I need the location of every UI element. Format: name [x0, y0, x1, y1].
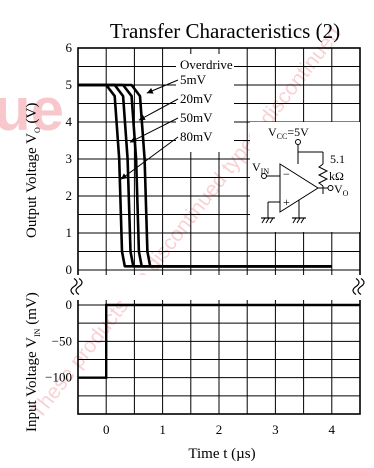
legend-label-50mV: 50mV — [180, 110, 213, 125]
resistor-value: 5.1 — [330, 152, 345, 166]
legend-title: Overdrive — [180, 57, 233, 72]
legend-label-5mV: 5mV — [180, 72, 207, 87]
comparator-minus: − — [283, 167, 290, 181]
y-output-tick-label: 3 — [66, 151, 73, 166]
y-input-tick-label: 0 — [66, 297, 73, 312]
input-waveform — [78, 303, 360, 379]
y-axis-label-output: Output Voltage VO (V) — [24, 103, 42, 238]
legend-label-20mV: 20mV — [180, 91, 213, 106]
y-output-tick-label: 6 — [66, 40, 73, 55]
axis-break-left-mark-1 — [70, 278, 78, 295]
y-output-tick-label: 2 — [66, 188, 73, 203]
vcc-label-text: V — [268, 125, 277, 139]
legend-arrow-head — [120, 173, 128, 180]
legend-arrow-line — [138, 98, 179, 121]
legend-arrow-head — [146, 88, 154, 94]
comparator-plus: + — [283, 195, 290, 209]
y-axis-label-input: Input Voltage VIN (mV) — [24, 292, 42, 432]
axis-break-right-mark-2 — [357, 278, 365, 295]
output-terminal — [327, 185, 334, 191]
axis-break-left-mark-2 — [75, 278, 83, 295]
legend-arrow-head — [129, 136, 137, 143]
vcc-terminal — [295, 139, 301, 145]
legend-arrow-line — [129, 117, 179, 143]
legend-arrow-head — [138, 114, 146, 121]
watermark-logo: ue — [0, 76, 64, 143]
y-output-label-unit: (V) — [24, 103, 40, 128]
resistor-unit: kΩ — [329, 169, 344, 183]
vcc-label-value: =5V — [287, 125, 309, 139]
vcc-label: VCC=5V — [268, 125, 309, 141]
y-input-label-sub: IN — [33, 328, 42, 337]
vin-label-text: V — [252, 160, 261, 174]
x-tick-label: 4 — [329, 422, 336, 437]
vo-label-text: V — [334, 182, 343, 196]
y-output-label-text: Output Voltage V — [24, 133, 40, 238]
chart-title: Transfer Characteristics (2) — [110, 19, 340, 43]
series-lines — [78, 83, 332, 268]
break-gap — [77, 275, 361, 300]
vin-label-sub: IN — [261, 167, 270, 176]
y-output-tick-label: 0 — [66, 262, 73, 277]
series-line-80mV — [78, 83, 332, 268]
input-waveform-line — [78, 303, 360, 379]
y-input-tick-label: −100 — [45, 370, 72, 385]
x-tick-label: 1 — [159, 422, 166, 437]
y-output-tick-label: 5 — [66, 77, 73, 92]
resistor-zigzag — [317, 163, 329, 187]
ground-icon-right — [292, 217, 306, 224]
legend-entries: 5mV 20mV 50mV 80mV — [120, 72, 213, 180]
y-output-tick-label: 1 — [66, 225, 73, 240]
legend-arrow-line — [120, 136, 179, 180]
y-input-label-unit: (mV) — [24, 292, 40, 328]
y-output-label-sub: O — [33, 127, 42, 133]
axis-break-marks — [70, 277, 366, 298]
vo-label: VO — [334, 182, 349, 198]
legend: Overdrive — [176, 54, 234, 152]
axis-break-right-mark-1 — [352, 278, 360, 295]
legend-label-80mV: 80mV — [180, 129, 213, 144]
x-tick-label: 0 — [103, 422, 110, 437]
tick-labels: 0 1 2 3 4 6 5 4 3 2 1 0 0 −50 −100 — [45, 40, 335, 437]
ground-icon-left — [261, 217, 275, 224]
circuit-diagram: VCC=5V 5.1 kΩ − + VO VIN — [250, 122, 360, 232]
legend-background — [176, 54, 234, 152]
vin-label: VIN — [252, 160, 269, 176]
vo-label-sub: O — [343, 189, 349, 198]
y-output-tick-label: 4 — [66, 114, 73, 129]
x-tick-label: 3 — [272, 422, 279, 437]
y-input-tick-label: −50 — [52, 333, 72, 348]
y-input-label-text: Input Voltage V — [24, 337, 40, 432]
x-axis-label: Time t (µs) — [188, 446, 255, 462]
vcc-label-sub: CC — [277, 132, 288, 141]
x-tick-label: 2 — [216, 422, 223, 437]
